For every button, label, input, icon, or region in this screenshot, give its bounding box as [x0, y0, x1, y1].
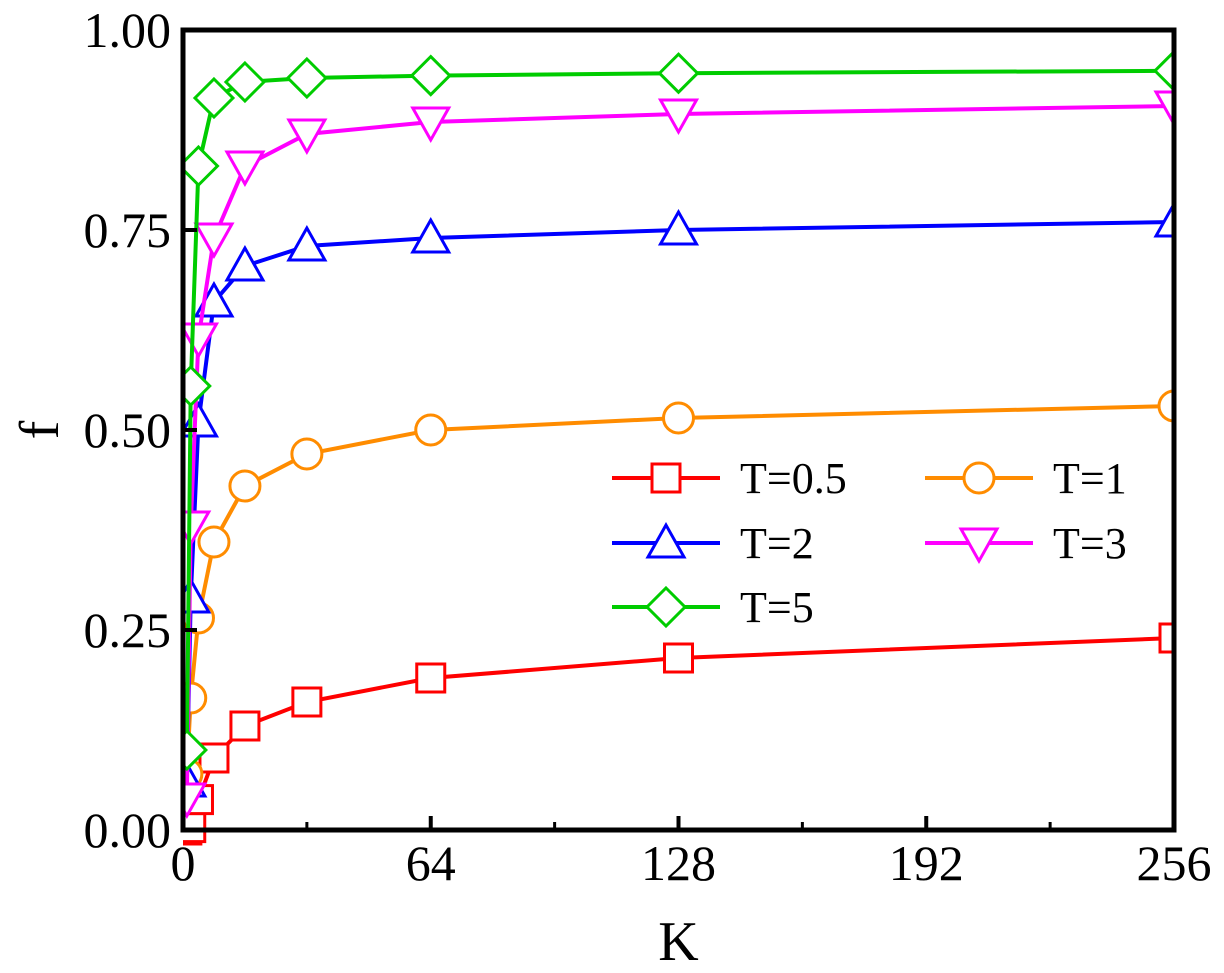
data-point [663, 642, 694, 674]
y-tick-label: 1.00 [84, 2, 172, 58]
legend-item: T=1 [925, 454, 1127, 503]
legend-item: T=0.5 [612, 454, 847, 503]
data-point [193, 222, 235, 260]
legend: T=0.5 T=1 T=2 T=3 T=5 [612, 454, 1127, 632]
data-point [409, 54, 452, 97]
x-tick-label: 128 [641, 835, 716, 891]
legend-item: T=5 [612, 583, 814, 632]
data-point [662, 401, 695, 435]
series-line [184, 404, 1174, 775]
data-point [183, 322, 220, 360]
data-point [192, 76, 236, 120]
data-point [224, 244, 266, 282]
data-point [183, 728, 208, 772]
legend-item: T=3 [925, 519, 1127, 568]
data-point [229, 710, 261, 742]
series-line [184, 104, 1174, 799]
data-point [657, 98, 700, 136]
legend-marker [958, 527, 1000, 565]
data-point [1157, 389, 1174, 423]
ticks-layer: 0 64 128 192 256 0.00 0.25 0.50 0.75 1.00 [84, 2, 1212, 891]
legend-label: T=3 [1053, 519, 1127, 568]
data-point [657, 208, 700, 246]
x-tick-label: 64 [406, 835, 456, 891]
data-point [197, 525, 231, 559]
data-point [183, 782, 208, 820]
data-point [415, 662, 447, 694]
data-point [410, 216, 452, 254]
series-t-5 [183, 49, 1174, 772]
x-tick-label: 0 [171, 835, 196, 891]
data-point [224, 150, 266, 188]
legend-label: T=1 [1053, 454, 1127, 503]
data-point [414, 413, 448, 447]
data-point [410, 106, 452, 144]
series-t-0-5 [183, 622, 1174, 846]
data-point [291, 686, 323, 718]
data-point [183, 144, 220, 188]
legend-marker [644, 585, 688, 629]
legend-marker [645, 521, 687, 559]
data-point [286, 118, 328, 156]
data-point [228, 469, 262, 503]
data-point [657, 52, 700, 95]
data-point [286, 224, 328, 262]
data-point [223, 60, 267, 104]
data-point [1153, 90, 1174, 128]
legend-item: T=2 [612, 519, 814, 568]
data-point [1153, 200, 1174, 238]
x-axis-title: K [658, 911, 698, 973]
data-point [290, 437, 324, 471]
y-axis-title: f [9, 420, 71, 439]
x-tick-label: 192 [889, 835, 964, 891]
data-point [285, 56, 328, 100]
legend-marker [650, 462, 682, 494]
legend-label: T=0.5 [740, 454, 847, 503]
data-point [1158, 622, 1174, 654]
y-tick-label: 0.50 [84, 402, 172, 458]
y-tick-label: 0.75 [84, 202, 172, 258]
data-point [1152, 49, 1174, 92]
legend-label: T=2 [740, 519, 814, 568]
y-tick-label: 0.00 [84, 802, 172, 858]
x-tick-label: 256 [1137, 835, 1212, 891]
data-point [183, 364, 212, 408]
y-tick-label: 0.25 [84, 602, 172, 658]
series-layer [183, 49, 1174, 846]
legend-marker [962, 461, 996, 495]
series-t-1 [183, 389, 1174, 791]
legend-label: T=5 [740, 583, 814, 632]
